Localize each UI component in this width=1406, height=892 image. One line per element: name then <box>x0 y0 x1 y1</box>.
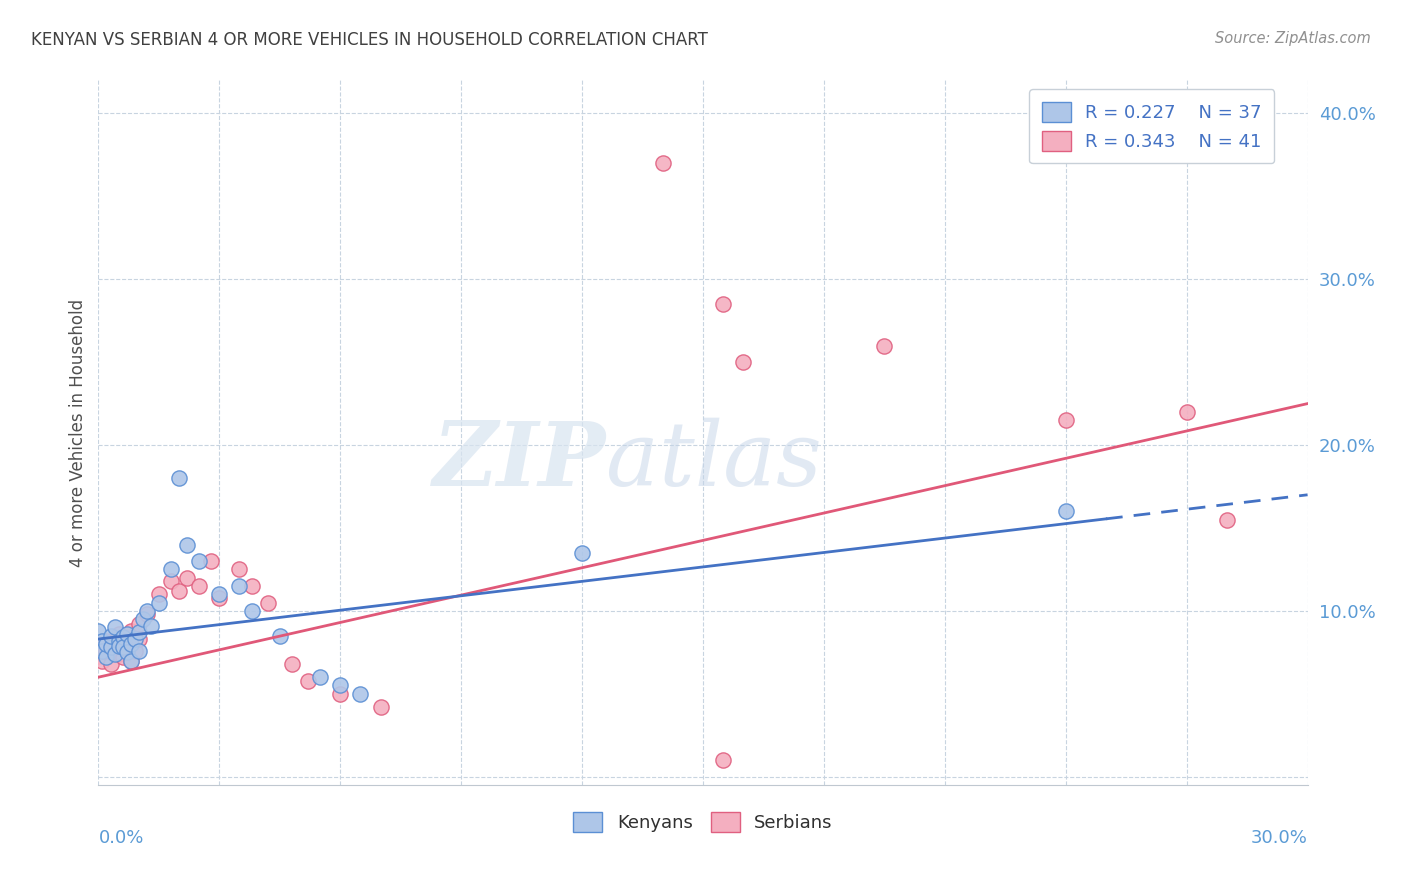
Text: 0.0%: 0.0% <box>98 829 143 847</box>
Point <box>733 355 755 369</box>
Point <box>135 604 157 618</box>
Point <box>873 338 896 352</box>
Point <box>256 596 278 610</box>
Point <box>208 587 231 601</box>
Point <box>96 645 118 659</box>
Point <box>87 648 110 663</box>
Point <box>91 633 114 648</box>
Point <box>132 612 155 626</box>
Point <box>208 591 231 605</box>
Point <box>139 619 162 633</box>
Point <box>103 637 125 651</box>
Point <box>120 637 142 651</box>
Point <box>107 627 129 641</box>
Point <box>96 633 118 648</box>
Point <box>115 645 138 659</box>
Point <box>176 571 198 585</box>
Point <box>100 640 122 655</box>
Point <box>240 604 263 618</box>
Point <box>651 156 673 170</box>
Point <box>120 654 142 668</box>
Point <box>111 650 134 665</box>
Point <box>107 633 129 648</box>
Text: 30.0%: 30.0% <box>1251 829 1308 847</box>
Point <box>148 596 170 610</box>
Y-axis label: 4 or more Vehicles in Household: 4 or more Vehicles in Household <box>69 299 87 566</box>
Point <box>91 654 114 668</box>
Point <box>128 617 150 632</box>
Point <box>107 639 129 653</box>
Text: atlas: atlas <box>606 417 823 504</box>
Point <box>1054 504 1077 518</box>
Point <box>571 546 593 560</box>
Text: ZIP: ZIP <box>433 417 606 504</box>
Point <box>124 643 146 657</box>
Point <box>96 637 118 651</box>
Point <box>103 620 125 634</box>
Point <box>269 629 291 643</box>
Point <box>228 579 250 593</box>
Text: KENYAN VS SERBIAN 4 OR MORE VEHICLES IN HOUSEHOLD CORRELATION CHART: KENYAN VS SERBIAN 4 OR MORE VEHICLES IN … <box>31 31 707 49</box>
Point <box>128 625 150 640</box>
Point <box>111 640 134 655</box>
Point <box>309 670 332 684</box>
Point <box>111 631 134 645</box>
Point <box>711 297 734 311</box>
Point <box>228 562 250 576</box>
Point <box>128 643 150 657</box>
Point <box>188 554 211 568</box>
Point <box>240 579 263 593</box>
Point <box>124 632 146 646</box>
Point <box>329 687 352 701</box>
Point <box>128 632 150 646</box>
Point <box>111 639 134 653</box>
Point <box>100 643 122 657</box>
Point <box>200 554 222 568</box>
Point <box>148 587 170 601</box>
Point <box>176 537 198 551</box>
Point <box>87 624 110 638</box>
Point <box>1175 405 1198 419</box>
Point <box>96 650 118 665</box>
Point <box>349 687 371 701</box>
Point <box>370 700 392 714</box>
Point <box>329 678 352 692</box>
Point <box>135 607 157 622</box>
Point <box>167 471 190 485</box>
Text: Source: ZipAtlas.com: Source: ZipAtlas.com <box>1215 31 1371 46</box>
Point <box>281 657 304 671</box>
Point <box>115 627 138 641</box>
Point <box>1054 413 1077 427</box>
Legend: Kenyans, Serbians: Kenyans, Serbians <box>567 805 839 839</box>
Point <box>188 579 211 593</box>
Point <box>107 647 129 661</box>
Point <box>1216 513 1239 527</box>
Point <box>103 647 125 661</box>
Point <box>100 629 122 643</box>
Point <box>115 631 138 645</box>
Point <box>91 643 114 657</box>
Point <box>297 673 319 688</box>
Point <box>160 562 183 576</box>
Point <box>91 640 114 655</box>
Point <box>100 657 122 671</box>
Point <box>711 753 734 767</box>
Point <box>167 584 190 599</box>
Point <box>160 574 183 588</box>
Point <box>120 654 142 668</box>
Point <box>120 624 142 638</box>
